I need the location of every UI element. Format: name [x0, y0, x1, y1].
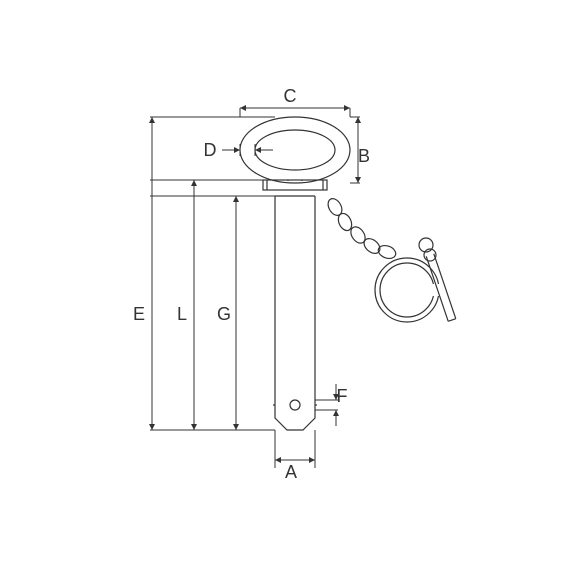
collar [263, 180, 327, 190]
dim-label-D: D [204, 140, 217, 160]
chain [325, 196, 397, 261]
dim-label-G: G [217, 304, 231, 324]
linch-pin [375, 238, 456, 322]
hitch-pin [273, 180, 317, 430]
dim-label-F: F [337, 386, 348, 406]
dim-label-C: C [284, 86, 297, 106]
dim-label-E: E [133, 304, 145, 324]
dim-label-A: A [285, 462, 297, 482]
dim-label-B: B [358, 146, 370, 166]
dim-label-L: L [177, 304, 187, 324]
